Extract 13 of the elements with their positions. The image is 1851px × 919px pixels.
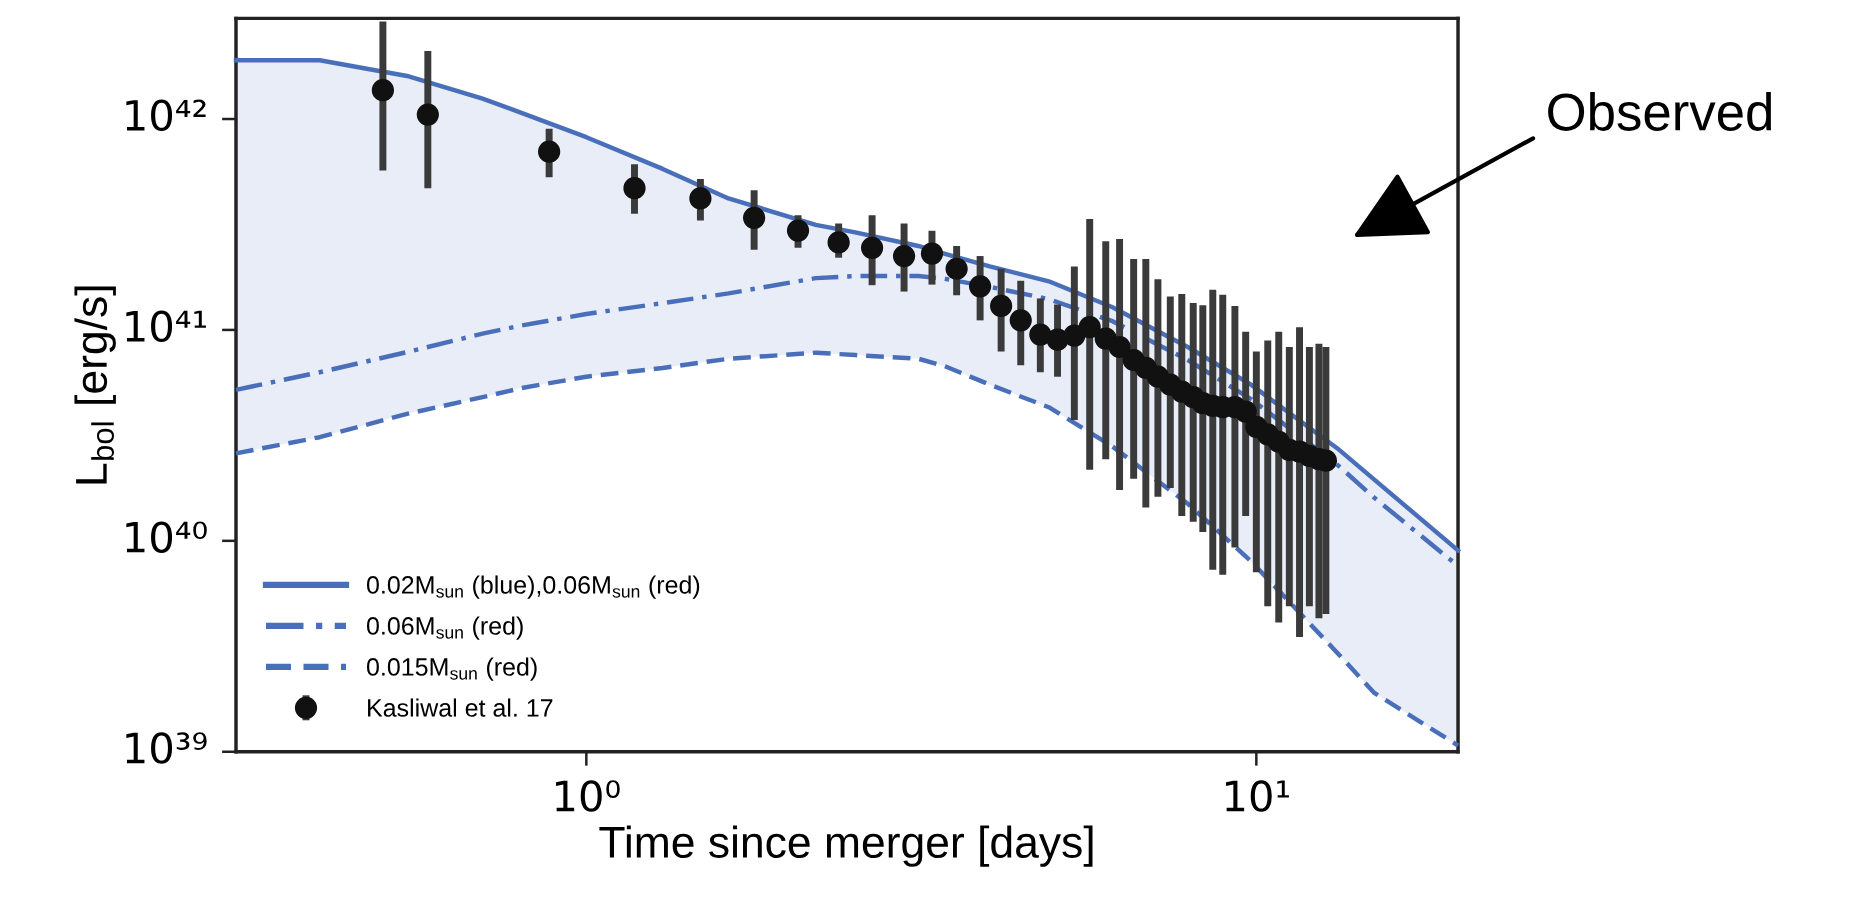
y-axis-title: L$_{bol}$ [erg/s]: [74, 286, 116, 484]
x-tick-label: 10¹: [1226, 780, 1289, 812]
y-tick-label: 10⁴²: [126, 99, 206, 132]
legend-label: 0.06M$_{sun}$ (red): [366, 616, 523, 640]
x-tick-label: 10⁰: [556, 780, 620, 812]
legend-label: Kasliwal et al. 17: [368, 698, 553, 717]
y-tick-label: 10³⁹: [126, 732, 207, 764]
text: Observed: [1548, 92, 1771, 131]
y-tick-label: 10⁴¹: [126, 310, 206, 343]
legend-label: 0.015M$_{sun}$ (red): [366, 657, 537, 681]
x-axis-title: Time since merger [days]: [599, 825, 1093, 867]
legend-label: 0.02M$_{sun}$ (blue),0.06M$_{sun}$ (red): [366, 575, 700, 599]
y-tick-label: 10⁴⁰: [126, 521, 207, 553]
